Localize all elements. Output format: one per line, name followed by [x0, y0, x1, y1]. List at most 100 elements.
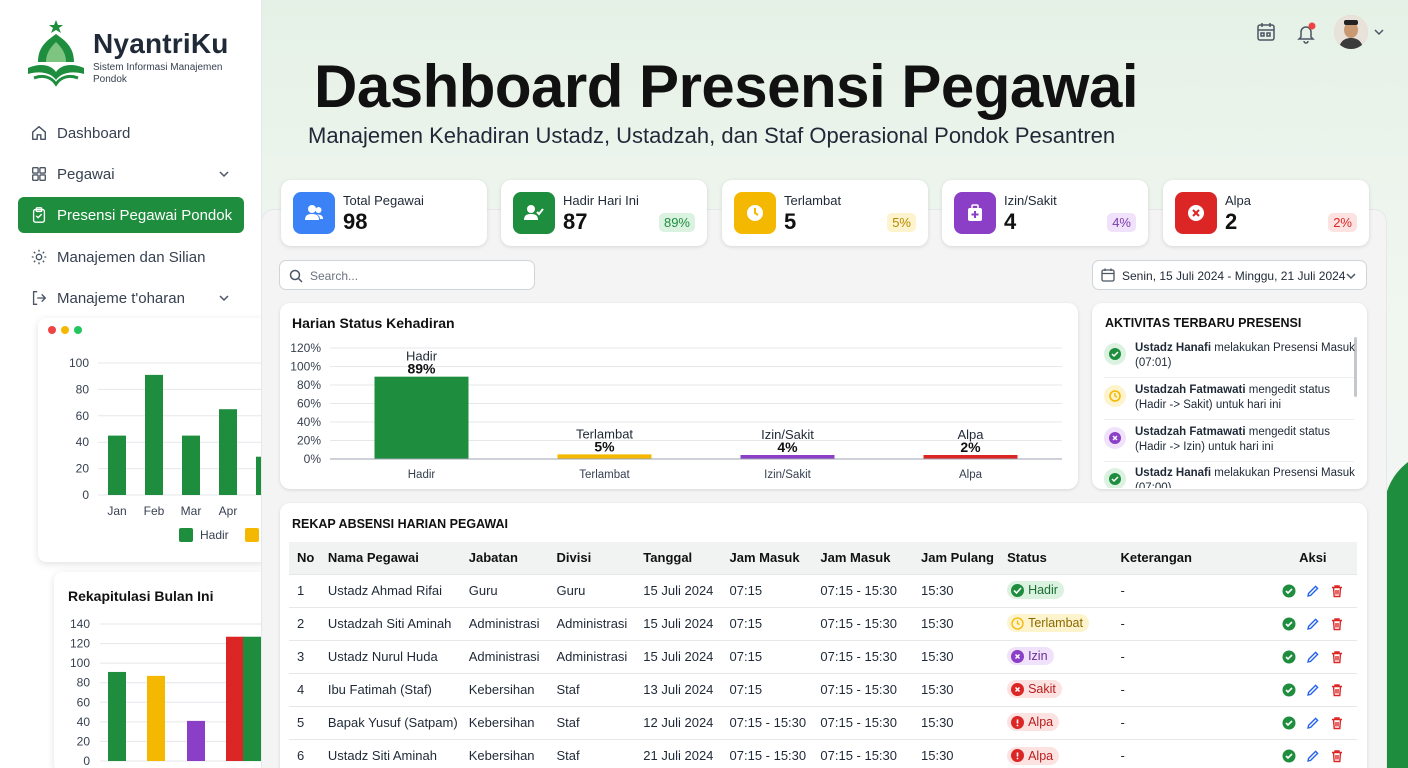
table-cell: 15 Juli 2024 [635, 606, 722, 640]
table-cell: Guru [460, 573, 549, 607]
bar-value-label: 2% [960, 439, 981, 455]
x-tick-label: Jan [107, 504, 126, 518]
sidebar-item-label: Pegawai [57, 165, 115, 183]
status-cell: Alpa [999, 738, 1113, 768]
delete-icon[interactable] [1330, 584, 1344, 598]
y-tick-label: 80 [77, 676, 91, 690]
stat-label: Hadir Hari Ini [563, 193, 639, 208]
table-row[interactable]: 6 Ustadz Siti Aminah Kebersihan Staf 21 Juli… [289, 738, 1357, 768]
table-cell: 07:15 - 15:30 [721, 738, 813, 768]
edit-icon[interactable] [1306, 683, 1320, 697]
approve-icon[interactable] [1282, 584, 1296, 598]
calendar-icon[interactable] [1256, 22, 1276, 42]
table-cell: 07:15 - 15:30 [812, 705, 913, 739]
edit-icon[interactable] [1306, 617, 1320, 631]
stat-percent: 4% [1107, 213, 1136, 232]
table-cell: Kebersihan [460, 738, 549, 768]
table-row[interactable]: 4 Ibu Fatimah (Staf) Kebersihan Staf 13 Juli… [289, 672, 1357, 706]
activity-divider [1104, 377, 1354, 378]
table-cell: Ustadz Siti Aminah [319, 738, 461, 768]
y-tick-label: 80% [297, 378, 321, 392]
table-row[interactable]: 2 Ustadzah Siti Aminah Administrasi Adminis… [289, 606, 1357, 640]
scrollbar[interactable] [1354, 337, 1357, 397]
delete-icon[interactable] [1330, 650, 1344, 664]
y-tick-label: 140 [70, 617, 90, 631]
table-cell: Bapak Yusuf (Satpam) [319, 705, 461, 739]
edit-icon[interactable] [1306, 716, 1320, 730]
search-input[interactable]: Search... [279, 260, 535, 290]
y-tick-label: 0 [82, 488, 89, 502]
harian-chart-card: Harian Status Kehadiran 120% 100% 80% 60% 40… [280, 303, 1078, 489]
status-icon [1011, 749, 1025, 762]
activity-title: AKTIVITAS TERBARU PRESENSI [1105, 316, 1302, 330]
sidebar-item-logout[interactable]: Manajeme t'oharan [18, 280, 244, 316]
sidebar-item-presensi[interactable]: Presensi Pegawai Pondok [18, 197, 244, 233]
x-tick-label: Feb [144, 504, 165, 518]
edit-icon[interactable] [1306, 650, 1320, 664]
legend-swatch-hadir [179, 528, 193, 542]
x-tick-label: Apr [219, 504, 238, 518]
table-cell: 15:30 [913, 738, 1000, 768]
stat-percent: 2% [1328, 213, 1357, 232]
table-row[interactable]: 1 Ustadz Ahmad Rifai Guru Guru 15 Juli 2024 0… [289, 573, 1357, 607]
delete-icon[interactable] [1330, 617, 1344, 631]
table-cell: 15:30 [913, 573, 1000, 607]
approve-icon[interactable] [1282, 716, 1296, 730]
sidebar-item-pegawai[interactable]: Pegawai [18, 156, 244, 192]
table-cell: Ustadz Nurul Huda [319, 639, 461, 673]
chevron-down-icon[interactable] [1374, 28, 1384, 36]
delete-icon[interactable] [1330, 716, 1344, 730]
brand-subtitle: Sistem Informasi Manajemen Pondok [93, 62, 223, 85]
table-cell: 15 Juli 2024 [635, 639, 722, 673]
sidebar-item-dashboard[interactable]: Dashboard [18, 115, 244, 151]
y-tick-label: 40 [77, 715, 91, 729]
table-row[interactable]: 5 Bapak Yusuf (Satpam) Kebersihan Staf 12 Ju… [289, 705, 1357, 739]
actions-cell [1260, 705, 1357, 739]
monthly-bar-chart: 100806040200JanFebMarAprMHadir [69, 356, 268, 542]
activity-item[interactable]: Ustadz Hanafi melakukan Presensi Masuk (… [1104, 466, 1356, 488]
x-tick-label: Alpa [959, 469, 983, 481]
chevron-down-icon [219, 171, 229, 178]
table-cell: - [1112, 606, 1261, 640]
logout-icon [32, 291, 47, 305]
sidebar-item-manajemen[interactable]: Manajemen dan Silian [18, 239, 244, 275]
y-tick-label: 40% [297, 415, 321, 429]
table-cell: 07:15 - 15:30 [812, 639, 913, 673]
status-icon [1011, 649, 1025, 663]
status-text: Izin [1028, 649, 1048, 664]
table-cell: 15:30 [913, 606, 1000, 640]
delete-icon[interactable] [1330, 749, 1344, 763]
approve-icon[interactable] [1282, 617, 1296, 631]
table-row[interactable]: 3 Ustadz Nurul Huda Administrasi Administra… [289, 639, 1357, 673]
bar-izin-sakit [740, 455, 835, 459]
table-cell: Staf [548, 738, 636, 768]
table-cell: 5 [289, 705, 320, 739]
bar-category-label: Hadir [406, 349, 438, 364]
approve-icon[interactable] [1282, 650, 1296, 664]
logo-icon [24, 18, 88, 90]
avatar[interactable] [1334, 15, 1368, 49]
table-cell: Staf [548, 705, 636, 739]
sidebar-item-label: Dashboard [57, 124, 131, 142]
table-header-row: No Nama Pegawai Jabatan Divisi Tanggal Jam Ma… [289, 542, 1357, 574]
status-badge: Terlambat [1007, 614, 1089, 633]
edit-icon[interactable] [1306, 749, 1320, 763]
rekap-title: Rekapitulasi Bulan Ini [68, 588, 214, 604]
table-cell: Administrasi [460, 639, 549, 673]
clipboard-check-icon [32, 207, 46, 223]
activity-description: melakukan Presensi Masuk (07:00) [1135, 467, 1355, 488]
approve-icon[interactable] [1282, 749, 1296, 763]
date-range-picker[interactable]: Senin, 15 Juli 2024 - Minggu, 21 Juli 20… [1092, 260, 1367, 290]
clock-icon [734, 192, 776, 234]
column-header: Status [999, 542, 1113, 574]
status-badge: Hadir [1007, 581, 1064, 600]
delete-icon[interactable] [1330, 683, 1344, 697]
check-circle-icon [1104, 468, 1126, 488]
edit-icon[interactable] [1306, 584, 1320, 598]
status-badge: Izin [1007, 647, 1054, 666]
approve-icon[interactable] [1282, 683, 1296, 697]
bar-feb [145, 374, 163, 495]
bell-icon[interactable] [1296, 22, 1318, 44]
rekap-bar [243, 636, 261, 761]
table-cell: Administrasi [548, 639, 636, 673]
